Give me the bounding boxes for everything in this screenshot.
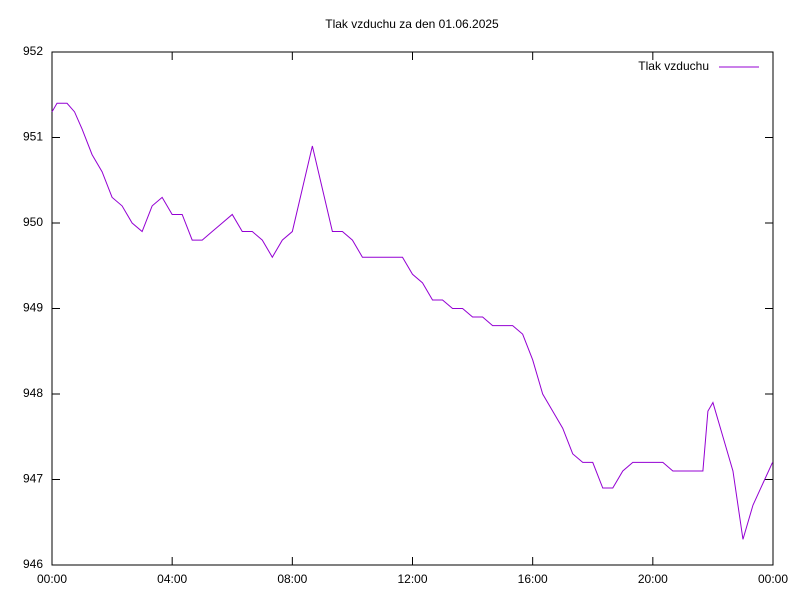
y-tick-label: 946	[23, 557, 43, 571]
y-tick-label: 951	[23, 130, 43, 144]
y-tick-label: 948	[23, 386, 43, 400]
legend-label: Tlak vzduchu	[638, 59, 709, 73]
x-tick-label: 12:00	[397, 572, 427, 586]
x-tick-label: 00:00	[758, 572, 788, 586]
x-tick-label: 20:00	[638, 572, 668, 586]
y-tick-label: 949	[23, 301, 43, 315]
y-tick-label: 952	[23, 44, 43, 58]
y-tick-label: 947	[23, 472, 43, 486]
x-tick-label: 16:00	[518, 572, 548, 586]
x-tick-label: 04:00	[157, 572, 187, 586]
x-tick-label: 00:00	[37, 572, 67, 586]
data-line	[51, 102, 773, 540]
chart-title: Tlak vzduchu za den 01.06.2025	[325, 17, 499, 31]
x-tick-label: 08:00	[277, 572, 307, 586]
y-tick-label: 950	[23, 215, 43, 229]
